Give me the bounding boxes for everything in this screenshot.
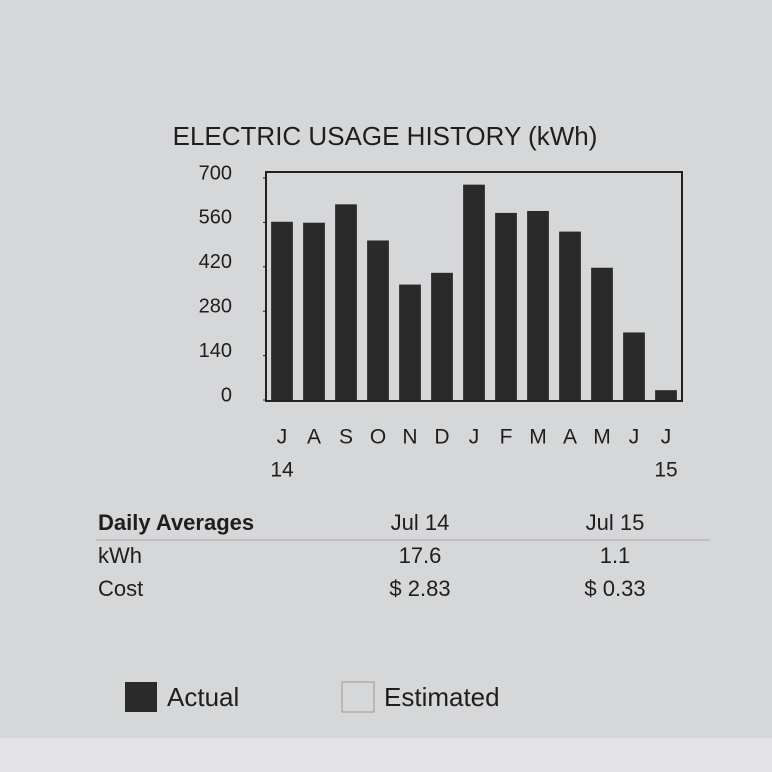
chart-title: ELECTRIC USAGE HISTORY (kWh) xyxy=(173,121,598,151)
y-tick-label: 700 xyxy=(199,162,232,184)
bar xyxy=(431,272,453,400)
legend-swatch xyxy=(125,682,157,712)
bar xyxy=(463,184,485,400)
y-tick-label: 0 xyxy=(221,384,232,406)
bar xyxy=(623,332,645,400)
x-tick-label: N xyxy=(402,426,417,449)
legend-swatch xyxy=(341,681,375,713)
plot-frame xyxy=(265,171,683,402)
y-tick-label: 280 xyxy=(199,295,232,317)
bar xyxy=(335,204,357,400)
x-tick-label: J xyxy=(661,426,672,449)
bar xyxy=(559,231,581,400)
x-tick-label: A xyxy=(563,426,577,449)
bar xyxy=(303,222,325,400)
table-cell: Cost xyxy=(98,576,143,601)
bar xyxy=(399,284,421,400)
x-tick-label: J xyxy=(469,426,480,449)
bar xyxy=(271,221,293,400)
y-tick-label: 140 xyxy=(199,340,232,362)
table-cell: 17.6 xyxy=(399,543,442,568)
table-cell: $ 0.33 xyxy=(584,576,645,601)
x-tick-label: F xyxy=(500,426,513,449)
y-tick-label: 560 xyxy=(199,207,232,229)
x-year-label: 15 xyxy=(654,459,677,482)
x-tick-label: M xyxy=(593,426,611,449)
x-tick-label: S xyxy=(339,426,353,449)
x-tick-label: J xyxy=(277,426,288,449)
paper-edge xyxy=(0,738,772,772)
y-tick-label: 420 xyxy=(199,251,232,273)
x-tick-label: D xyxy=(434,426,449,449)
table-header: Jul 14 xyxy=(391,510,450,535)
legend-label: Actual xyxy=(167,682,239,712)
bar xyxy=(591,267,613,400)
x-year-label: 14 xyxy=(270,459,294,482)
x-tick-label: J xyxy=(629,426,640,449)
table-header: Jul 15 xyxy=(586,510,645,535)
x-tick-label: A xyxy=(307,426,321,449)
bar xyxy=(495,212,517,400)
bar xyxy=(655,390,677,400)
x-tick-label: O xyxy=(370,426,386,449)
table-cell: $ 2.83 xyxy=(389,576,450,601)
table-header: Daily Averages xyxy=(98,510,254,535)
x-tick-label: M xyxy=(529,426,547,449)
table-cell: kWh xyxy=(98,543,142,568)
table-cell: 1.1 xyxy=(600,543,631,568)
bar xyxy=(367,240,389,400)
bar xyxy=(527,210,549,400)
legend-label: Estimated xyxy=(384,682,500,712)
